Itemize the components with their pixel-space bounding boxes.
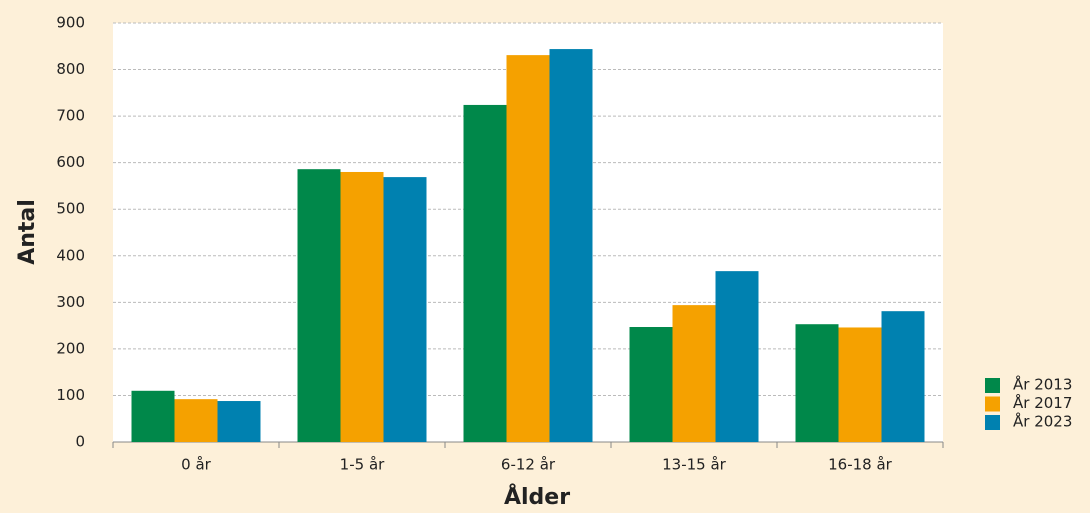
bar: [838, 327, 882, 442]
y-tick-label: 300: [56, 293, 85, 311]
y-axis-label: Antal: [15, 199, 40, 265]
bar: [463, 104, 507, 442]
legend-swatch: [985, 378, 1000, 393]
bar: [217, 401, 261, 442]
x-tick-label: 13-15 år: [662, 456, 727, 474]
bar: [549, 49, 593, 443]
y-tick-label: 800: [56, 60, 85, 78]
legend-swatch: [985, 415, 1000, 430]
y-tick-label: 900: [56, 14, 85, 32]
bar: [795, 324, 839, 442]
bar: [506, 55, 550, 443]
x-tick-label: 16-18 år: [828, 456, 893, 474]
bar: [174, 399, 218, 442]
y-tick-label: 0: [75, 433, 85, 451]
y-tick-label: 200: [56, 339, 85, 357]
bar: [131, 390, 175, 442]
bar: [383, 177, 427, 443]
x-tick-label: 6-12 år: [501, 456, 556, 474]
x-tick-label: 0 år: [181, 456, 212, 474]
x-tick-label: 1-5 år: [340, 456, 385, 474]
bar: [629, 327, 673, 442]
legend-label: År 2017: [1013, 393, 1072, 412]
bar: [881, 311, 925, 442]
legend-label: År 2013: [1013, 375, 1072, 394]
bar: [297, 169, 341, 442]
bar: [672, 305, 716, 442]
y-tick-label: 700: [56, 107, 85, 125]
y-tick-label: 600: [56, 153, 85, 171]
x-axis-label: Ålder: [504, 484, 570, 510]
y-tick-label: 100: [56, 386, 85, 404]
y-tick-label: 500: [56, 200, 85, 218]
bar: [340, 171, 384, 442]
legend-label: År 2023: [1013, 412, 1072, 431]
y-tick-label: 400: [56, 246, 85, 264]
bar: [715, 271, 759, 442]
legend-swatch: [985, 396, 1000, 412]
